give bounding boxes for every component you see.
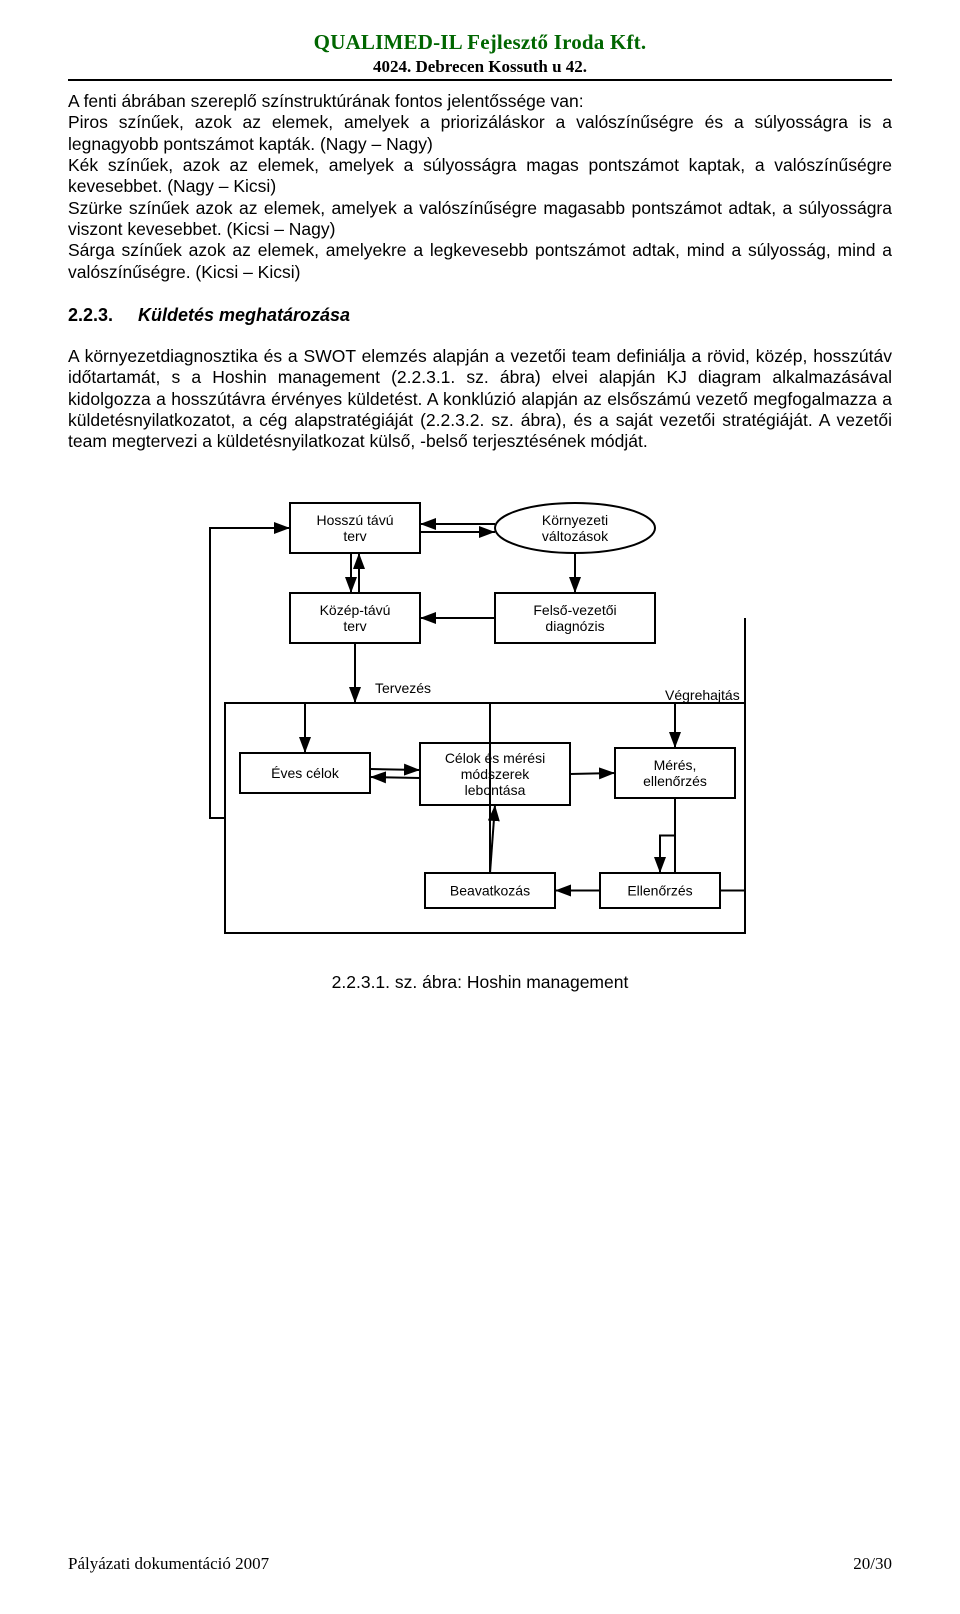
svg-text:Felső-vezetői: Felső-vezetői <box>533 602 616 618</box>
intro-red: Piros színűek, azok az elemek, amelyek a… <box>68 112 892 155</box>
svg-text:Tervezés: Tervezés <box>375 680 431 696</box>
svg-text:Hosszú távú: Hosszú távú <box>316 512 393 528</box>
svg-text:módszerek: módszerek <box>461 766 530 782</box>
intro-line1: A fenti ábrában szereplő színstruktúrána… <box>68 91 892 112</box>
svg-text:lebontása: lebontása <box>465 782 526 798</box>
intro-block: A fenti ábrában szereplő színstruktúrána… <box>68 91 892 283</box>
svg-text:ellenőrzés: ellenőrzés <box>643 773 707 789</box>
svg-text:Éves célok: Éves célok <box>271 765 340 781</box>
svg-text:terv: terv <box>343 618 366 634</box>
section-number: 2.2.3. <box>68 305 138 326</box>
svg-text:Ellenőrzés: Ellenőrzés <box>627 882 692 898</box>
section-title: Küldetés meghatározása <box>138 305 350 326</box>
footer: Pályázati dokumentáció 2007 20/30 <box>68 1554 892 1574</box>
hoshin-diagram: Hosszú távútervKörnyezetiváltozásokKözép… <box>200 483 760 993</box>
paragraph-2: A környezetdiagnosztika és a SWOT elemzé… <box>68 346 892 453</box>
footer-left: Pályázati dokumentáció 2007 <box>68 1554 269 1574</box>
header-company: QUALIMED-IL Fejlesztő Iroda Kft. <box>68 30 892 55</box>
intro-yellow: Sárga színűek azok az elemek, amelyekre … <box>68 240 892 283</box>
svg-text:Környezeti: Környezeti <box>542 512 608 528</box>
svg-text:Mérés,: Mérés, <box>654 757 697 773</box>
footer-right: 20/30 <box>853 1554 892 1574</box>
svg-text:Célok és mérési: Célok és mérési <box>445 750 545 766</box>
svg-text:diagnózis: diagnózis <box>545 618 604 634</box>
header-rule <box>68 79 892 81</box>
svg-text:Közép-távú: Közép-távú <box>320 602 391 618</box>
header-address: 4024. Debrecen Kossuth u 42. <box>68 57 892 77</box>
intro-grey: Szürke színűek azok az elemek, amelyek a… <box>68 198 892 241</box>
svg-text:Végrehajtás: Végrehajtás <box>665 687 740 703</box>
svg-text:Beavatkozás: Beavatkozás <box>450 882 530 898</box>
svg-text:változások: változások <box>542 528 609 544</box>
diagram-caption: 2.2.3.1. sz. ábra: Hoshin management <box>200 972 760 993</box>
section-heading: 2.2.3. Küldetés meghatározása <box>68 305 892 326</box>
intro-blue: Kék színűek, azok az elemek, amelyek a s… <box>68 155 892 198</box>
svg-text:terv: terv <box>343 528 366 544</box>
